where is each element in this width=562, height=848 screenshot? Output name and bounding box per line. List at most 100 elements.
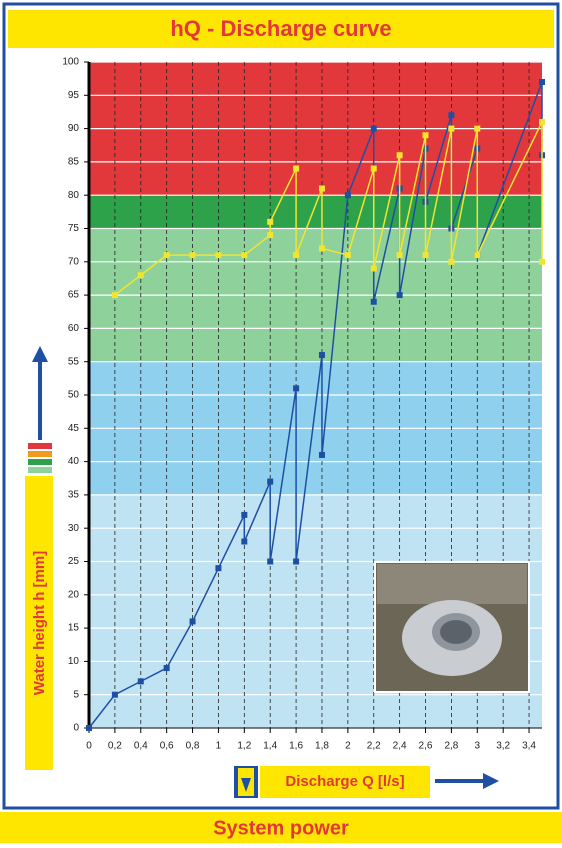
data-point [370, 298, 377, 305]
x-tick-label: 1,6 [289, 741, 303, 752]
y-tick-label: 60 [68, 323, 80, 334]
data-point [422, 132, 429, 139]
y-tick-label: 70 [68, 256, 80, 267]
data-point [539, 118, 545, 125]
data-point [448, 258, 455, 265]
title: hQ - Discharge curve [170, 16, 391, 41]
x-tick-label: 2,6 [419, 741, 433, 752]
x-tick-label: 0,6 [160, 741, 174, 752]
y-tick-label: 35 [68, 490, 80, 501]
y-tick-label: 50 [68, 390, 80, 401]
data-point [189, 618, 196, 625]
x-tick-label: 0,2 [108, 741, 122, 752]
legend-swatch [28, 451, 52, 457]
y-tick-label: 65 [68, 290, 80, 301]
y-tick-label: 40 [68, 456, 80, 467]
footer-bar [0, 812, 562, 843]
y-tick-label: 90 [68, 123, 80, 134]
y-tick-label: 75 [68, 223, 80, 234]
data-point [241, 538, 248, 545]
title-bar [8, 10, 554, 48]
data-point [318, 185, 325, 192]
data-point [241, 252, 248, 259]
y-tick-label: 20 [68, 589, 80, 600]
band [89, 195, 542, 229]
data-point [137, 272, 144, 279]
x-tick-label: 3,2 [496, 741, 510, 752]
data-point [344, 192, 351, 199]
y-tick-label: 10 [68, 656, 80, 667]
data-point [293, 385, 300, 392]
y-tick-label: 95 [68, 90, 80, 101]
ylabel-box [25, 476, 53, 770]
x-tick-label: 0 [86, 741, 92, 752]
data-point [474, 252, 481, 259]
data-point [318, 245, 325, 252]
data-point [215, 252, 222, 259]
data-point [163, 252, 170, 259]
data-point [370, 125, 377, 132]
data-point [189, 252, 196, 259]
data-point [267, 558, 274, 565]
x-tick-label: 1,4 [263, 741, 277, 752]
x-tick-label: 1,2 [237, 741, 251, 752]
data-point [396, 152, 403, 159]
x-tick-label: 0,8 [186, 741, 200, 752]
data-point [111, 292, 118, 299]
data-point [318, 352, 325, 359]
y-tick-label: 55 [68, 356, 80, 367]
data-point [293, 165, 300, 172]
data-point [474, 125, 481, 132]
legend-swatch [28, 459, 52, 465]
legend-swatch [28, 467, 52, 473]
data-point [448, 112, 455, 119]
y-tick-label: 15 [68, 623, 80, 634]
right-arrow-head [483, 773, 499, 789]
data-point [539, 78, 545, 85]
legend-swatch [28, 443, 52, 449]
data-point [86, 725, 92, 731]
data-point [267, 218, 274, 225]
x-tick-label: 1 [216, 741, 222, 752]
x-tick-label: 1,8 [315, 741, 329, 752]
x-tick-label: 2,2 [367, 741, 381, 752]
data-point [344, 252, 351, 259]
x-tick-label: 2 [345, 741, 351, 752]
y-tick-label: 0 [73, 723, 79, 734]
data-point [293, 252, 300, 259]
y-tick-label: 30 [68, 523, 80, 534]
data-point [396, 252, 403, 259]
x-tick-label: 2,4 [393, 741, 407, 752]
data-point [293, 558, 300, 565]
data-point [448, 125, 455, 132]
footer-title: System power [213, 817, 349, 839]
photo [374, 561, 530, 693]
data-point [215, 565, 222, 572]
data-point [163, 665, 170, 672]
x-tick-label: 0,4 [134, 741, 148, 752]
up-arrow-head [32, 346, 48, 362]
data-point [267, 232, 274, 239]
x-tick-label: 2,8 [444, 741, 458, 752]
data-point [241, 511, 248, 518]
y-tick-label: 100 [62, 57, 79, 68]
x-tick-label: 3 [475, 741, 481, 752]
y-tick-label: 25 [68, 556, 80, 567]
data-point [318, 451, 325, 458]
y-tick-label: 45 [68, 423, 80, 434]
xlabel-box [260, 766, 430, 798]
down-arrow [241, 778, 251, 792]
data-point [370, 265, 377, 272]
y-axis-label: Water height h [mm] [31, 551, 48, 695]
data-point [422, 252, 429, 259]
data-point [396, 292, 403, 299]
data-point [137, 678, 144, 685]
data-point [111, 691, 118, 698]
x-axis-label: Discharge Q [l/s] [285, 773, 404, 790]
y-tick-label: 5 [73, 689, 79, 700]
data-point [267, 478, 274, 485]
x-tick-label: 3,4 [522, 741, 536, 752]
data-point [370, 165, 377, 172]
y-tick-label: 85 [68, 157, 80, 168]
